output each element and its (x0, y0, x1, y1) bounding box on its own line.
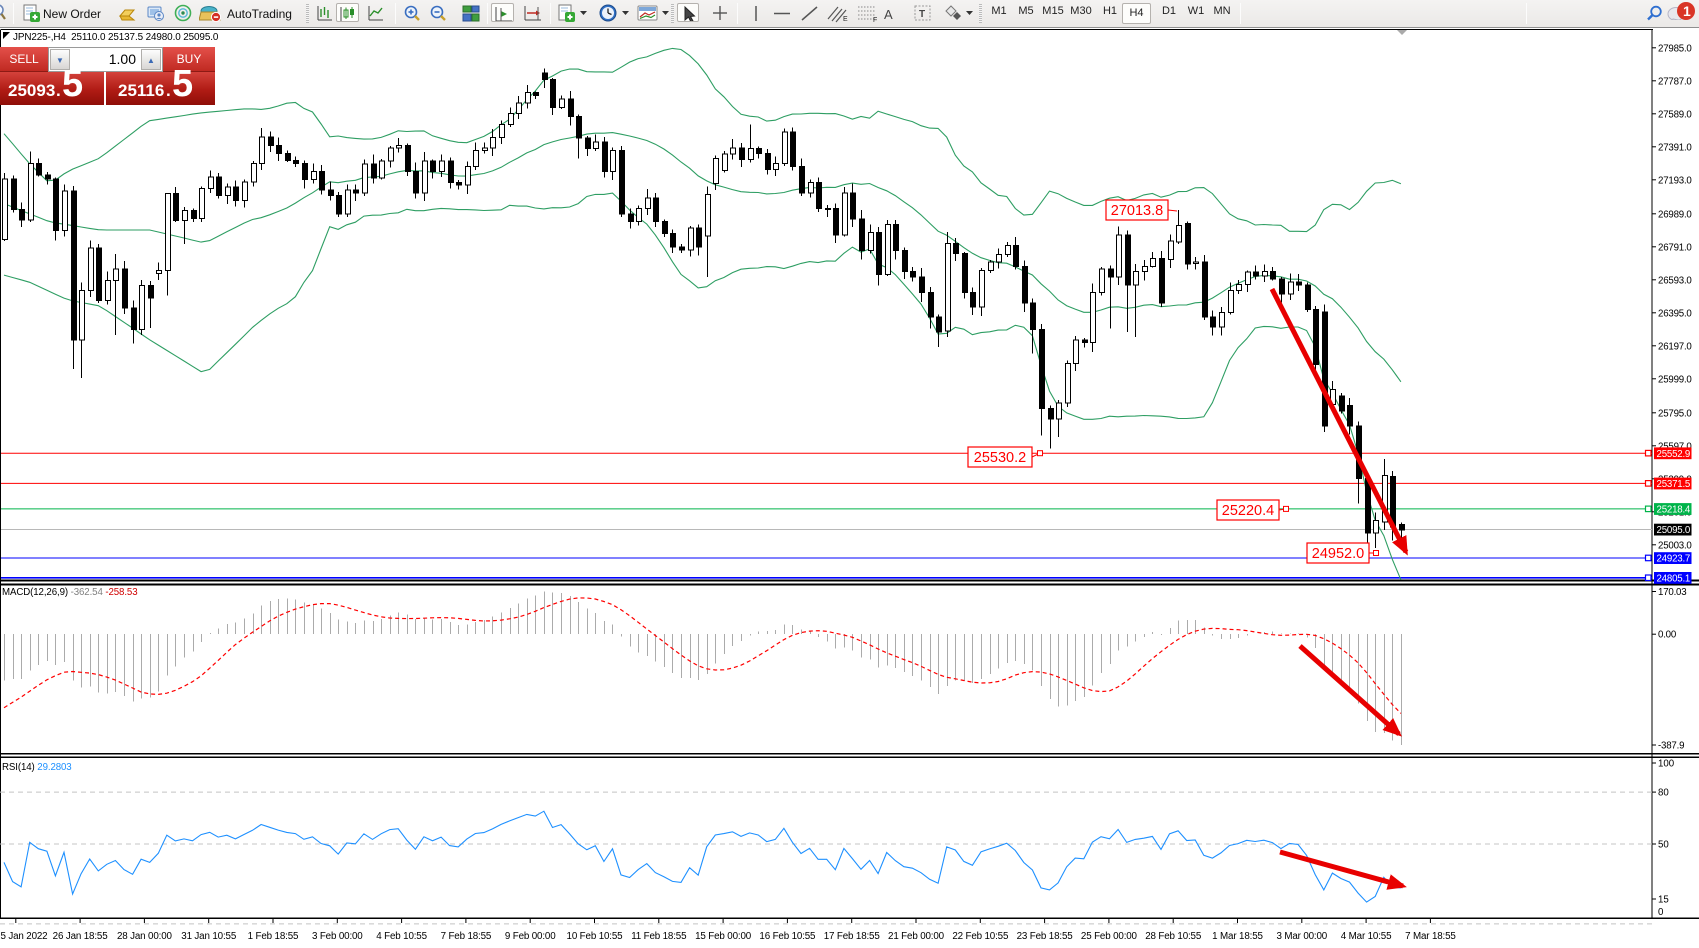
svg-text:21 Feb 00:00: 21 Feb 00:00 (888, 931, 945, 942)
svg-text:25597.0: 25597.0 (1658, 441, 1692, 452)
svg-text:27589.0: 27589.0 (1658, 109, 1692, 120)
svg-text:3 Mar 00:00: 3 Mar 00:00 (1276, 931, 1327, 942)
svg-text:25095.0: 25095.0 (1657, 525, 1691, 536)
svg-text:28 Jan 00:00: 28 Jan 00:00 (117, 931, 173, 942)
svg-text:7 Feb 18:55: 7 Feb 18:55 (441, 931, 492, 942)
svg-text:26 Jan 18:55: 26 Jan 18:55 (53, 931, 109, 942)
svg-text:22 Feb 10:55: 22 Feb 10:55 (952, 931, 1009, 942)
svg-text:50: 50 (1658, 840, 1669, 851)
svg-text:1: 1 (1683, 3, 1691, 19)
svg-text:JPN225-,H4 25110.0 25137.5 24: JPN225-,H4 25110.0 25137.5 24980.0 25095… (13, 32, 219, 43)
svg-text:25999.0: 25999.0 (1658, 374, 1692, 385)
svg-text:3 Feb 00:00: 3 Feb 00:00 (312, 931, 363, 942)
svg-text:26791.0: 26791.0 (1658, 242, 1692, 253)
svg-text:25371.5: 25371.5 (1657, 479, 1691, 490)
svg-text:25 Feb 00:00: 25 Feb 00:00 (1081, 931, 1138, 942)
svg-text:RSI(14) 29.2803: RSI(14) 29.2803 (2, 762, 72, 773)
svg-text:26197.0: 26197.0 (1658, 341, 1692, 352)
svg-text:7 Mar 18:55: 7 Mar 18:55 (1405, 931, 1456, 942)
svg-text:100: 100 (1658, 759, 1675, 770)
svg-text:27391.0: 27391.0 (1658, 142, 1692, 153)
svg-text:28 Feb 10:55: 28 Feb 10:55 (1145, 931, 1202, 942)
svg-text:MACD(12,26,9) -362.54 -258.53: MACD(12,26,9) -362.54 -258.53 (2, 587, 138, 598)
svg-text:T: T (919, 9, 925, 20)
svg-text:26395.0: 26395.0 (1658, 308, 1692, 319)
svg-text:27985.0: 27985.0 (1658, 43, 1692, 54)
svg-text:27013.8: 27013.8 (1111, 203, 1163, 219)
svg-text:4 Mar 10:55: 4 Mar 10:55 (1341, 931, 1392, 942)
svg-text:26593.0: 26593.0 (1658, 275, 1692, 286)
svg-text:24805.1: 24805.1 (1657, 573, 1691, 584)
svg-text:F: F (873, 17, 877, 23)
svg-text:25218.4: 25218.4 (1657, 505, 1691, 516)
svg-text:27193.0: 27193.0 (1658, 175, 1692, 186)
svg-text:11 Feb 18:55: 11 Feb 18:55 (631, 931, 687, 942)
svg-text:27787.0: 27787.0 (1658, 76, 1692, 87)
svg-text:1 Feb 18:55: 1 Feb 18:55 (248, 931, 299, 942)
svg-text:E: E (843, 16, 848, 23)
svg-text:0.00: 0.00 (1658, 630, 1677, 641)
svg-text:15: 15 (1658, 895, 1669, 906)
svg-text:-387.9: -387.9 (1658, 741, 1684, 752)
svg-text:15 Feb 00:00: 15 Feb 00:00 (695, 931, 752, 942)
svg-text:26989.0: 26989.0 (1658, 209, 1692, 220)
svg-text:1 Mar 18:55: 1 Mar 18:55 (1212, 931, 1263, 942)
svg-text:24923.7: 24923.7 (1657, 554, 1691, 565)
svg-text:25795.0: 25795.0 (1658, 408, 1692, 419)
svg-text:24952.0: 24952.0 (1312, 546, 1364, 562)
svg-text:10 Feb 10:55: 10 Feb 10:55 (567, 931, 624, 942)
svg-text:0: 0 (1658, 907, 1664, 918)
svg-text:25530.2: 25530.2 (974, 450, 1026, 466)
svg-text:25003.0: 25003.0 (1658, 540, 1692, 551)
svg-text:25552.9: 25552.9 (1657, 449, 1691, 460)
svg-text:5 Jan 2022: 5 Jan 2022 (1, 931, 48, 942)
svg-text:16 Feb 10:55: 16 Feb 10:55 (759, 931, 816, 942)
svg-text:9 Feb 00:00: 9 Feb 00:00 (505, 931, 556, 942)
svg-text:170.03: 170.03 (1658, 587, 1686, 598)
svg-text:25220.4: 25220.4 (1222, 503, 1274, 519)
svg-text:23 Feb 18:55: 23 Feb 18:55 (1017, 931, 1074, 942)
svg-text:17 Feb 18:55: 17 Feb 18:55 (824, 931, 881, 942)
svg-text:31 Jan 10:55: 31 Jan 10:55 (181, 931, 237, 942)
svg-text:80: 80 (1658, 788, 1669, 799)
svg-text:4 Feb 10:55: 4 Feb 10:55 (376, 931, 427, 942)
